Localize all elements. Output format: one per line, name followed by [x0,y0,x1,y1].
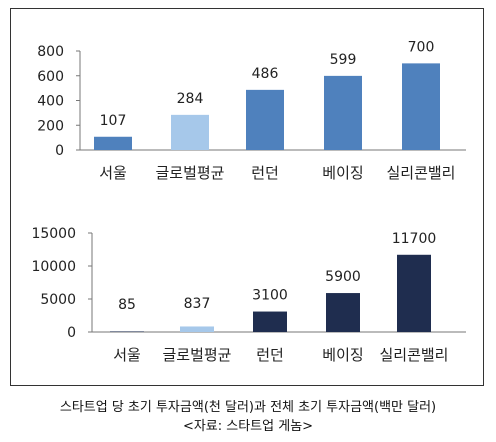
bar [246,89,284,150]
bar [171,114,209,150]
bar [397,254,431,332]
data-label: 5900 [325,269,361,285]
data-label: 3100 [252,288,288,304]
category-label: 글로벌평균 [162,346,231,364]
category-label: 런던 [251,164,279,182]
category-label: 실리콘밸리 [379,346,448,364]
y-tick-label: 5000 [40,292,76,308]
data-label: 837 [184,296,211,312]
data-label: 11700 [392,231,437,247]
y-tick-label: 600 [37,69,64,85]
data-label: 486 [252,66,279,82]
y-tick-label: 0 [55,143,64,159]
data-label: 107 [100,113,127,129]
bar [180,326,214,332]
y-tick-label: 200 [37,118,64,134]
data-label: 700 [408,39,435,55]
category-label: 베이징 [322,346,363,364]
bar [253,311,287,332]
category-label: 베이징 [322,164,363,182]
category-label: 런던 [256,346,284,364]
figure-caption: 스타트업 당 초기 투자금액(천 달러)과 전체 초기 투자금액(백만 달러) [59,400,437,415]
category-label: 서울 [113,346,141,364]
data-label: 284 [177,91,204,107]
y-tick-label: 800 [37,44,64,60]
figure-source: <자료: 스타트업 게놈> [182,419,314,434]
y-tick-label: 400 [37,94,64,110]
bar [324,75,362,150]
y-tick-label: 0 [67,325,76,341]
category-label: 글로벌평균 [155,164,224,182]
category-label: 서울 [99,164,127,182]
data-label: 85 [118,297,136,313]
y-tick-label: 10000 [31,259,76,275]
bar [326,293,360,332]
bar [94,136,132,150]
category-label: 실리콘밸리 [386,164,455,182]
y-tick-label: 15000 [31,226,76,242]
bar [110,331,144,332]
bar [402,63,440,150]
data-label: 599 [330,52,357,68]
